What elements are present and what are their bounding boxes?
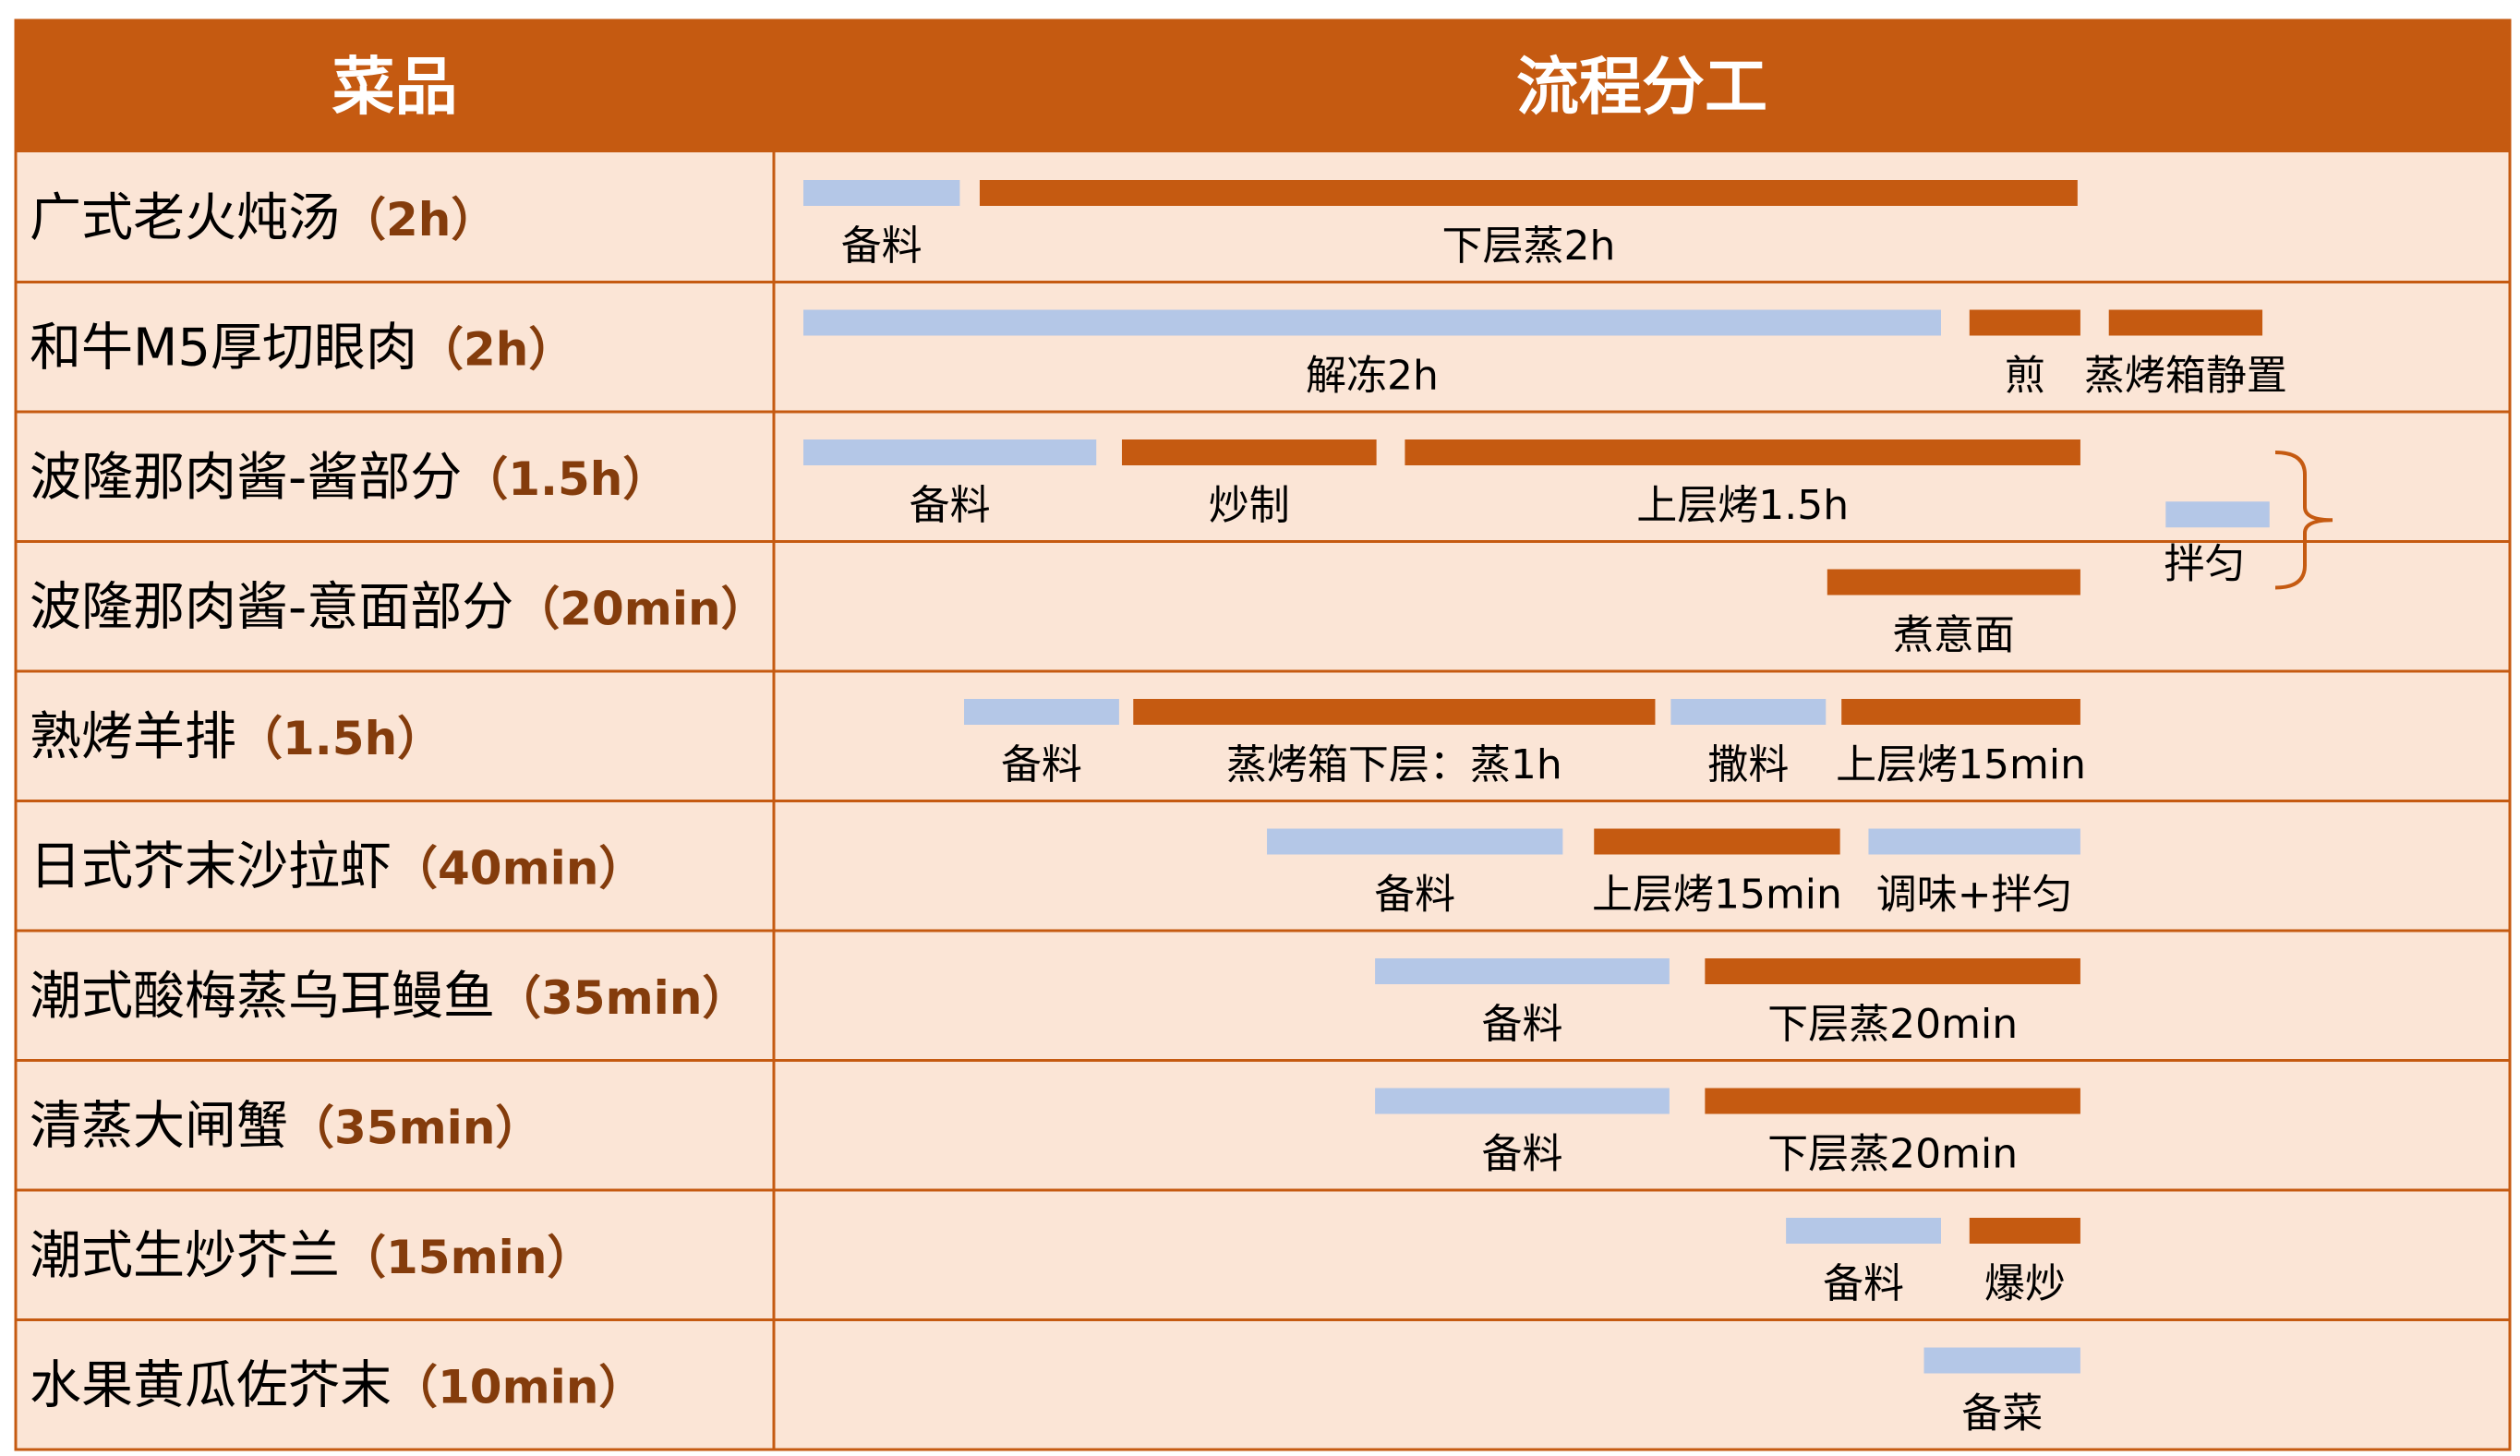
step-label: 备料: [910, 482, 991, 529]
dish-name: 潮式生炒芥兰（15min）: [30, 1226, 593, 1286]
table-row: 和牛M5厚切眼肉（2h） 解冻2h 煎蒸烤箱静置: [30, 309, 2287, 400]
cook-step-bar: [1705, 1088, 2080, 1114]
table-row: 水果黄瓜佐芥末（10min） 备菜: [30, 1347, 2080, 1438]
prep-step-bar: [2165, 501, 2270, 528]
step-label: 下层蒸20min: [1767, 1001, 2018, 1048]
step-label: 下层蒸2h: [1441, 223, 1615, 270]
dish-name-text: 日式芥末沙拉虾: [30, 837, 392, 897]
cook-step-bar: [1969, 1218, 2080, 1244]
step-label: 煮意面: [1893, 612, 2015, 659]
step-label: 备菜: [1961, 1390, 2043, 1438]
step-label: 煎: [2005, 353, 2045, 400]
dish-name: 波隆那肉酱-意面部分（20min）: [30, 578, 767, 638]
dish-name: 水果黄瓜佐芥末（10min）: [30, 1356, 645, 1416]
merge-step: 拌匀: [2164, 451, 2333, 590]
prep-step-bar: [1375, 958, 1670, 984]
step-label: 爆炒: [1984, 1260, 2066, 1307]
prep-step-bar: [1786, 1218, 1941, 1244]
dish-name-text: 潮式生炒芥兰: [30, 1226, 340, 1286]
dish-name: 波隆那肉酱-酱部分（1.5h）: [30, 448, 669, 508]
cook-step-bar: [1841, 699, 2080, 725]
dish-duration: （10min）: [392, 1361, 645, 1414]
prep-step-bar: [803, 439, 1097, 465]
step-label: 解冻2h: [1306, 353, 1439, 400]
step-label: 备料: [1481, 1131, 1562, 1178]
prep-step-bar: [1923, 1347, 2080, 1374]
step-label: 备料: [1481, 1001, 1562, 1048]
dish-name-text: 广式老火炖汤: [30, 188, 340, 248]
step-label: 调味+拌匀: [1876, 872, 2073, 919]
dish-duration: （1.5h）: [236, 712, 443, 765]
dish-name-text: 清蒸大闸蟹: [30, 1097, 288, 1157]
dish-name: 清蒸大闸蟹（35min）: [30, 1097, 541, 1157]
cook-step-bar: [2108, 309, 2263, 336]
dish-name-text: 熟烤羊排: [30, 707, 236, 767]
cook-step-bar: [1133, 699, 1656, 725]
cook-step-bar: [1705, 958, 2080, 984]
header-process-column: 流程分工: [1516, 52, 1767, 125]
dish-name-text: 潮式酸梅蒸乌耳鳗鱼: [30, 967, 495, 1027]
prep-step-bar: [1868, 828, 2080, 855]
step-label: 上层烤15min: [1836, 741, 2086, 788]
dish-name-text: 和牛M5厚切眼肉: [30, 319, 417, 379]
step-label: 蒸烤箱静置: [2084, 353, 2287, 400]
table-row: 广式老火炖汤（2h） 备料 下层蒸2h: [30, 180, 2078, 270]
step-label: 撒料: [1707, 741, 1789, 788]
cook-step-bar: [1594, 828, 1840, 855]
step-label: 蒸烤箱下层：蒸1h: [1226, 741, 1562, 788]
prep-step-bar: [803, 309, 1941, 336]
prep-step-bar: [964, 699, 1119, 725]
prep-step-bar: [1267, 828, 1563, 855]
step-label: 备料: [1823, 1260, 1904, 1307]
table-row: 日式芥末沙拉虾（40min） 备料 上层烤15min 调味+拌匀: [30, 828, 2080, 919]
cook-step-bar: [1969, 309, 2080, 336]
step-label: 备料: [1001, 741, 1082, 788]
table-outer-border: [14, 18, 2512, 1451]
table-row: 熟烤羊排（1.5h） 备料 蒸烤箱下层：蒸1h 撒料 上层烤15min: [30, 699, 2086, 788]
dish-duration: （35min）: [495, 971, 748, 1025]
dish-name: 和牛M5厚切眼肉（2h）: [30, 319, 574, 379]
dish-name-text: 波隆那肉酱-意面部分: [30, 578, 513, 638]
step-label: 上层烤1.5h: [1636, 482, 1849, 529]
table-row: 波隆那肉酱-酱部分（1.5h） 备料 炒制 上层烤1.5h: [30, 439, 2080, 529]
table-row: 波隆那肉酱-意面部分（20min） 煮意面: [30, 569, 2080, 659]
dish-duration: （2h）: [340, 193, 497, 247]
prep-step-bar: [1670, 699, 1827, 725]
dish-duration: （40min）: [392, 842, 645, 896]
cook-step-bar: [1827, 569, 2080, 596]
dish-duration: （1.5h）: [462, 452, 669, 506]
table-grid-lines: [14, 18, 2512, 1451]
dish-duration: （2h）: [417, 323, 574, 377]
dish-name: 潮式酸梅蒸乌耳鳗鱼（35min）: [30, 967, 748, 1027]
step-label: 下层蒸20min: [1767, 1131, 2018, 1178]
dish-duration: （20min）: [513, 583, 766, 636]
header-dish-column: 菜品: [332, 52, 457, 125]
table-row: 潮式生炒芥兰（15min） 备料 爆炒: [30, 1218, 2080, 1307]
table-row: 清蒸大闸蟹（35min） 备料 下层蒸20min: [30, 1088, 2080, 1178]
prep-step-bar: [1375, 1088, 1670, 1114]
prep-step-bar: [803, 180, 960, 206]
dish-name: 广式老火炖汤（2h）: [30, 188, 497, 248]
dish-name-text: 水果黄瓜佐芥末: [30, 1356, 392, 1416]
dish-duration: （15min）: [340, 1231, 593, 1284]
cook-step-bar: [1405, 439, 2080, 465]
dish-duration: （35min）: [288, 1101, 541, 1155]
dish-name-text: 波隆那肉酱-酱部分: [30, 448, 462, 508]
cook-step-bar: [979, 180, 2078, 206]
step-label: 备料: [841, 223, 922, 270]
table-header-background: [16, 20, 2510, 152]
table-rows: 广式老火炖汤（2h） 备料 下层蒸2h和牛M5厚切眼肉（2h） 解冻2h 煎蒸烤箱静置波…: [30, 180, 2287, 1438]
step-label: 炒制: [1209, 482, 1290, 529]
dish-name: 熟烤羊排（1.5h）: [30, 707, 443, 767]
step-label: 备料: [1374, 872, 1455, 919]
merge-step-label: 拌匀: [2164, 540, 2246, 587]
table-row: 潮式酸梅蒸乌耳鳗鱼（35min） 备料 下层蒸20min: [30, 958, 2080, 1048]
dish-name: 日式芥末沙拉虾（40min）: [30, 837, 645, 897]
step-label: 上层烤15min: [1592, 872, 1842, 919]
cook-step-bar: [1121, 439, 1377, 465]
merge-bracket: [2274, 451, 2333, 590]
